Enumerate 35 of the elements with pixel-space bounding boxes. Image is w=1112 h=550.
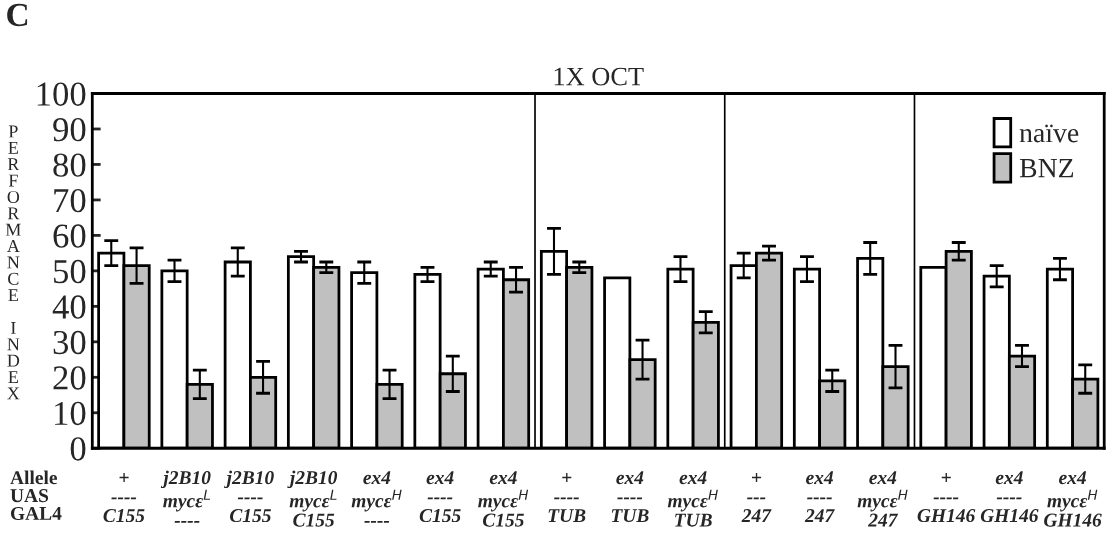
text: C	[7, 3, 28, 27]
y-tick-label: 60	[53, 224, 86, 248]
x-tick-label: j2B10 ---- C155	[224, 470, 274, 523]
y-tick-label: 100	[37, 82, 86, 106]
x-tick-label: + --- 247	[741, 472, 772, 522]
y-tick-label: 80	[53, 153, 86, 177]
y-tick-label: 90	[53, 117, 86, 142]
x-tick-label: ex4 mycε$^{H}$ TUB	[667, 471, 718, 527]
x-tick-label: + ---- TUB	[548, 472, 586, 523]
y-tick-label: 10	[55, 401, 86, 426]
text: PERFORMANCE INDEX	[5, 125, 21, 400]
text: UAS	[10, 489, 49, 503]
x-tick-label: ex4 ---- C155	[419, 471, 461, 523]
y-tick-label: 0	[70, 437, 86, 461]
legend-label: naïve	[1019, 124, 1079, 143]
x-tick-label: ex4 mycε$^{H}$ GH146	[1044, 471, 1102, 527]
x-tick-label: + ---- C155	[103, 472, 145, 523]
y-tick-label: 30	[53, 330, 86, 355]
x-tick-label: ex4 ---- TUB	[611, 471, 649, 523]
y-tick-label: 40	[52, 295, 86, 319]
y-tick-label: 70	[54, 188, 86, 213]
x-tick-label: j2B10 mycε$^{L}$ C155	[287, 470, 338, 527]
x-tick-label: ex4 ---- 247	[804, 471, 835, 522]
x-tick-label: ex4 mycε$^{H}$ 247	[857, 471, 908, 527]
y-tick-label: 50	[54, 259, 86, 284]
x-tick-label: ex4 mycε$^{H}$ C155	[478, 471, 529, 527]
category-label: j2B10 mycε$^{L}$ ----	[160, 470, 211, 523]
x-tick-label: + ---- GH146	[917, 472, 976, 523]
y-tick-label: 20	[53, 366, 86, 390]
category-label: ex4 mycε$^{H}$ ----	[351, 471, 402, 523]
text: Allele	[10, 470, 58, 485]
chart-title: 1X OCT	[554, 67, 644, 86]
text: GAL4	[10, 506, 62, 521]
x-tick-label: ex4 ---- GH146	[980, 471, 1039, 523]
legend-label: BNZ	[1019, 159, 1074, 178]
